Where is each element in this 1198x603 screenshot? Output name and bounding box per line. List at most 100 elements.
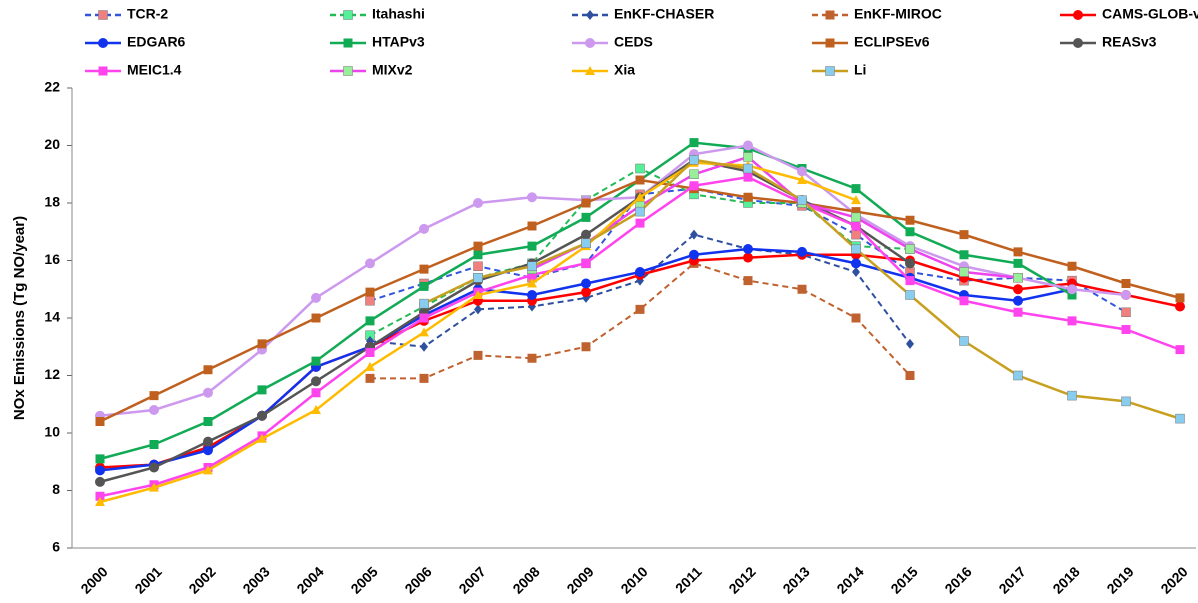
marker	[635, 163, 645, 174]
marker	[851, 244, 861, 254]
marker	[1121, 290, 1131, 300]
marker	[419, 313, 429, 323]
marker	[1175, 413, 1185, 424]
legend-label: EDGAR6	[127, 34, 186, 50]
marker	[635, 304, 645, 314]
marker	[635, 206, 645, 217]
marker	[851, 313, 861, 323]
marker	[527, 290, 537, 300]
marker	[149, 391, 159, 401]
legend-label: EnKF-CHASER	[614, 6, 714, 22]
marker	[311, 388, 321, 398]
series-line	[531, 155, 1019, 279]
marker	[797, 284, 807, 294]
marker	[203, 417, 213, 426]
marker	[581, 258, 591, 268]
series	[95, 244, 1077, 476]
marker	[527, 192, 537, 203]
x-tick-label: 2018	[1049, 563, 1082, 596]
marker	[527, 241, 537, 251]
marker	[743, 140, 753, 151]
marker	[365, 287, 375, 297]
legend-label: Xia	[614, 62, 635, 78]
legend-marker	[1073, 10, 1083, 20]
marker	[690, 229, 698, 240]
y-axis-label: NOx Emissions (Tg NO/year)	[11, 216, 28, 420]
marker	[581, 287, 591, 298]
marker	[473, 250, 483, 260]
marker	[527, 261, 537, 271]
x-tick-label: 2001	[131, 563, 164, 596]
x-tick-label: 2016	[941, 563, 974, 596]
marker	[905, 276, 915, 286]
x-tick-label: 2017	[995, 563, 1028, 596]
marker	[95, 417, 105, 426]
marker	[1013, 370, 1023, 381]
legend-marker	[343, 38, 353, 48]
marker	[95, 465, 105, 476]
marker	[581, 342, 591, 352]
legend-label: ECLIPSEv6	[854, 34, 930, 50]
legend-marker	[825, 66, 835, 76]
x-tick-label: 2020	[1157, 563, 1190, 596]
marker	[959, 230, 969, 240]
marker	[797, 175, 807, 184]
marker	[203, 436, 213, 447]
legend-label: Li	[854, 62, 866, 78]
marker	[420, 341, 428, 352]
marker	[1067, 316, 1077, 326]
marker	[743, 152, 753, 162]
marker	[689, 155, 699, 165]
marker	[689, 138, 699, 148]
y-tick-label: 20	[44, 136, 60, 152]
x-tick-label: 2000	[77, 563, 110, 596]
series-line	[370, 262, 911, 380]
marker	[365, 348, 375, 357]
marker	[311, 292, 321, 303]
marker	[581, 238, 591, 248]
marker	[1013, 273, 1023, 283]
marker	[1067, 261, 1077, 271]
y-tick-label: 8	[52, 481, 60, 497]
marker	[1013, 295, 1023, 306]
legend-marker	[98, 10, 108, 20]
x-tick-label: 2019	[1103, 563, 1136, 596]
marker	[311, 376, 321, 387]
marker	[1067, 290, 1077, 300]
marker	[473, 273, 483, 283]
marker	[1013, 284, 1023, 295]
series-line	[99, 158, 911, 484]
marker	[473, 241, 483, 251]
marker	[851, 229, 861, 240]
marker	[851, 212, 861, 223]
marker	[1013, 258, 1023, 268]
marker	[905, 227, 915, 237]
x-tick-label: 2007	[455, 563, 488, 596]
x-tick-label: 2002	[185, 563, 218, 596]
y-tick-label: 12	[44, 366, 60, 382]
x-tick-label: 2013	[779, 563, 812, 596]
y-tick-label: 22	[44, 79, 60, 95]
marker	[365, 316, 375, 326]
marker	[852, 267, 860, 277]
marker	[257, 385, 267, 395]
marker	[149, 462, 159, 473]
marker	[1175, 345, 1185, 355]
marker	[959, 250, 969, 260]
x-tick-label: 2012	[725, 563, 758, 596]
marker	[1175, 293, 1185, 303]
marker	[473, 350, 483, 360]
marker	[1175, 301, 1185, 312]
marker	[203, 445, 213, 456]
legend-label: HTAPv3	[372, 34, 425, 50]
marker	[527, 221, 537, 231]
series	[365, 258, 915, 383]
legend-label: EnKF-MIROC	[854, 6, 942, 22]
marker	[257, 410, 267, 421]
y-tick-label: 10	[44, 424, 60, 440]
marker	[959, 267, 969, 277]
y-tick-label: 14	[44, 309, 60, 325]
marker	[419, 223, 429, 234]
legend-marker	[1073, 38, 1083, 48]
